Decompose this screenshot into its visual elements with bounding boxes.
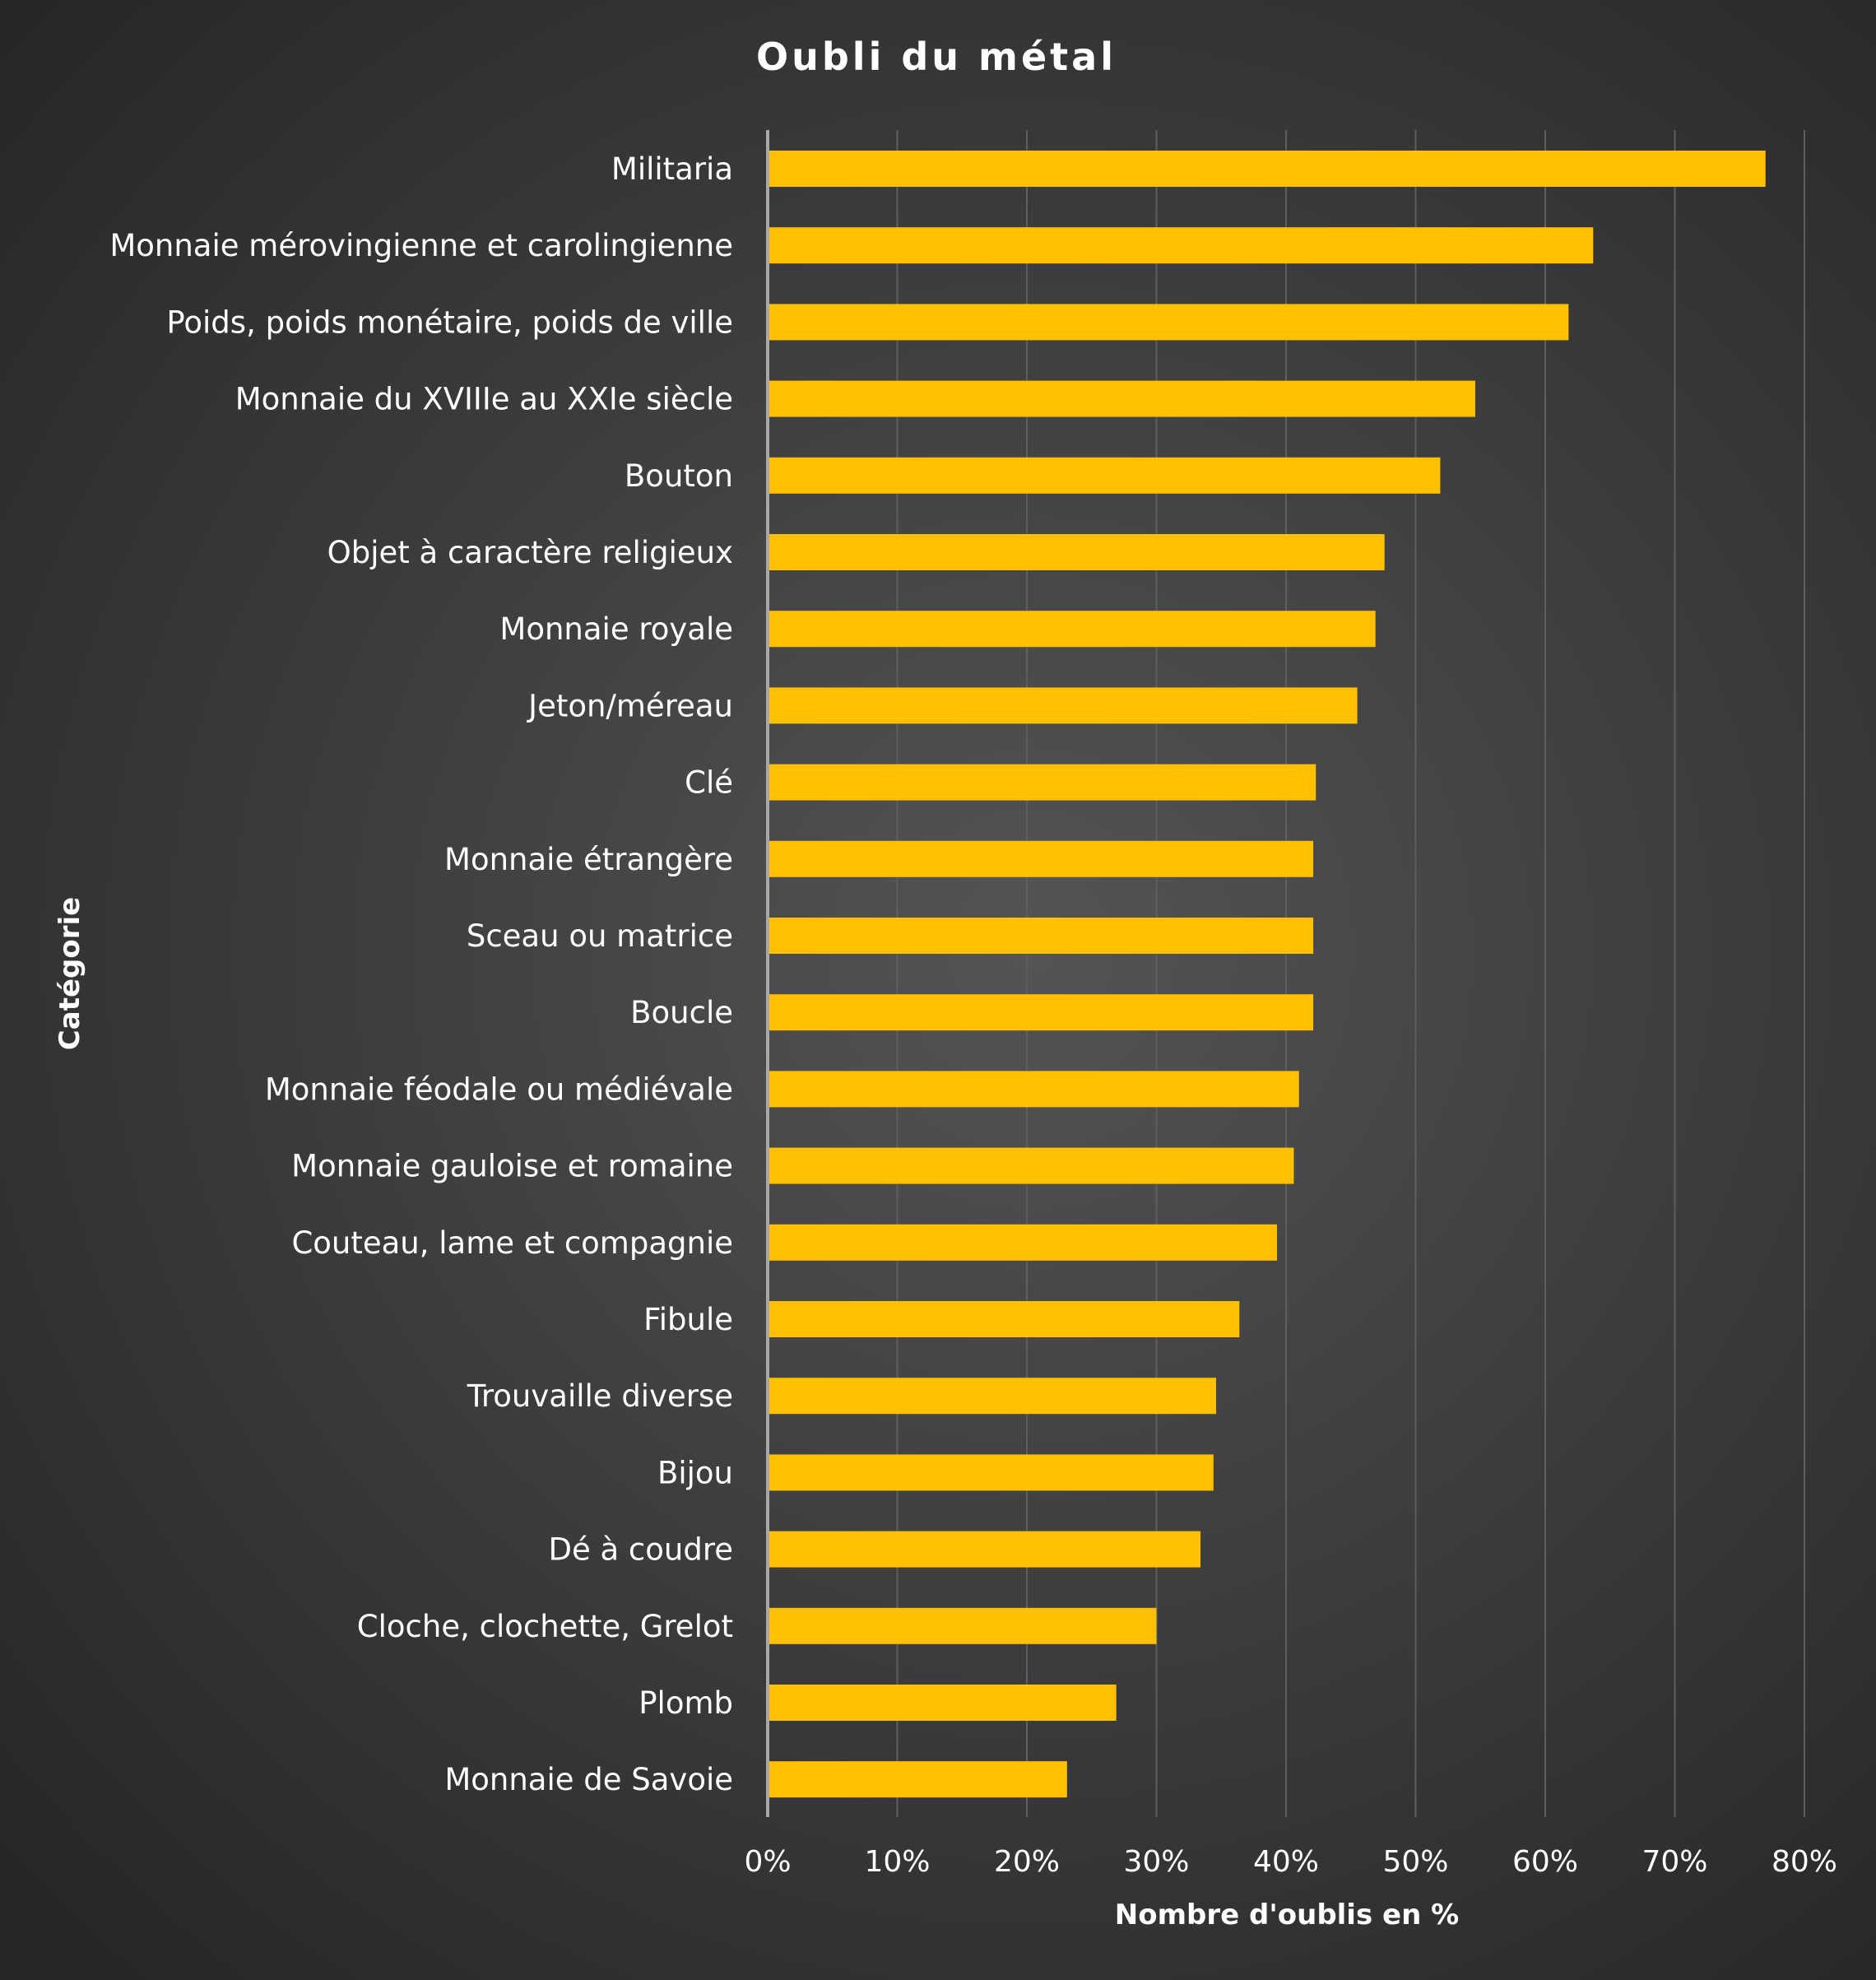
x-tick-label: 10%: [864, 1845, 930, 1879]
bar: [768, 687, 1358, 724]
category-label: Militaria: [611, 151, 733, 187]
x-tick-labels: 0% 10% 20% 30% 40% 50% 60% 70% 80%: [744, 1845, 1837, 1879]
bar: [768, 380, 1475, 417]
bar: [768, 1378, 1216, 1415]
category-label: Objet à caractère religieux: [327, 535, 733, 570]
category-label: Fibule: [643, 1302, 733, 1337]
bar: [768, 994, 1314, 1031]
category-label: Poids, poids monétaire, poids de ville: [166, 304, 733, 340]
category-label: Couteau, lame et compagnie: [291, 1225, 733, 1261]
category-label: Monnaie de Savoie: [444, 1762, 733, 1797]
bar: [768, 457, 1441, 494]
bar: [768, 1224, 1277, 1261]
bar: [768, 1607, 1157, 1644]
category-label: Monnaie mérovingienne et carolingienne: [109, 228, 733, 263]
bar: [768, 1301, 1240, 1337]
x-tick-label: 0%: [744, 1845, 791, 1879]
bar: [768, 764, 1316, 801]
category-label: Sceau ou matrice: [467, 918, 733, 954]
bar: [768, 1147, 1294, 1184]
x-tick-label: 20%: [994, 1845, 1060, 1879]
category-label: Cloche, clochette, Grelot: [357, 1609, 733, 1644]
category-label: Dé à coudre: [548, 1532, 733, 1568]
bar: [768, 840, 1314, 877]
x-tick-label: 30%: [1123, 1845, 1189, 1879]
bar: [768, 1761, 1067, 1798]
category-label: Bouton: [625, 458, 733, 494]
x-tick-label: 60%: [1512, 1845, 1578, 1879]
x-tick-label: 50%: [1382, 1845, 1448, 1879]
chart-title: Oubli du métal: [756, 35, 1117, 79]
category-label: Monnaie du XVIIIe au XXIe siècle: [235, 382, 733, 417]
x-tick-label: 40%: [1253, 1845, 1319, 1879]
bar: [768, 611, 1376, 648]
bars: [768, 151, 1766, 1798]
category-label: Trouvaille diverse: [467, 1378, 733, 1414]
category-label: Plomb: [638, 1685, 733, 1721]
bar: [768, 1685, 1117, 1721]
x-tick-label: 70%: [1642, 1845, 1707, 1879]
category-label: Monnaie étrangère: [444, 842, 733, 877]
x-tick-label: 80%: [1772, 1845, 1837, 1879]
category-label: Monnaie royale: [499, 611, 733, 647]
category-label: Boucle: [630, 995, 733, 1030]
category-label: Clé: [685, 765, 733, 801]
bar: [768, 1071, 1299, 1108]
bar: [768, 1454, 1214, 1491]
category-label: Jeton/méreau: [527, 688, 733, 723]
bar: [768, 1531, 1201, 1568]
bar: [768, 227, 1594, 264]
category-label: Bijou: [657, 1455, 733, 1490]
category-label: Monnaie gauloise et romaine: [291, 1149, 733, 1184]
bar: [768, 151, 1766, 187]
x-axis-title: Nombre d'oublis en %: [1115, 1899, 1459, 1931]
y-axis-title: Catégorie: [53, 897, 86, 1050]
bar: [768, 534, 1385, 570]
category-label: Monnaie féodale ou médiévale: [265, 1071, 733, 1107]
bar: [768, 304, 1569, 341]
category-labels: Militaria Monnaie mérovingienne et caroli…: [109, 151, 733, 1797]
bar: [768, 918, 1314, 954]
